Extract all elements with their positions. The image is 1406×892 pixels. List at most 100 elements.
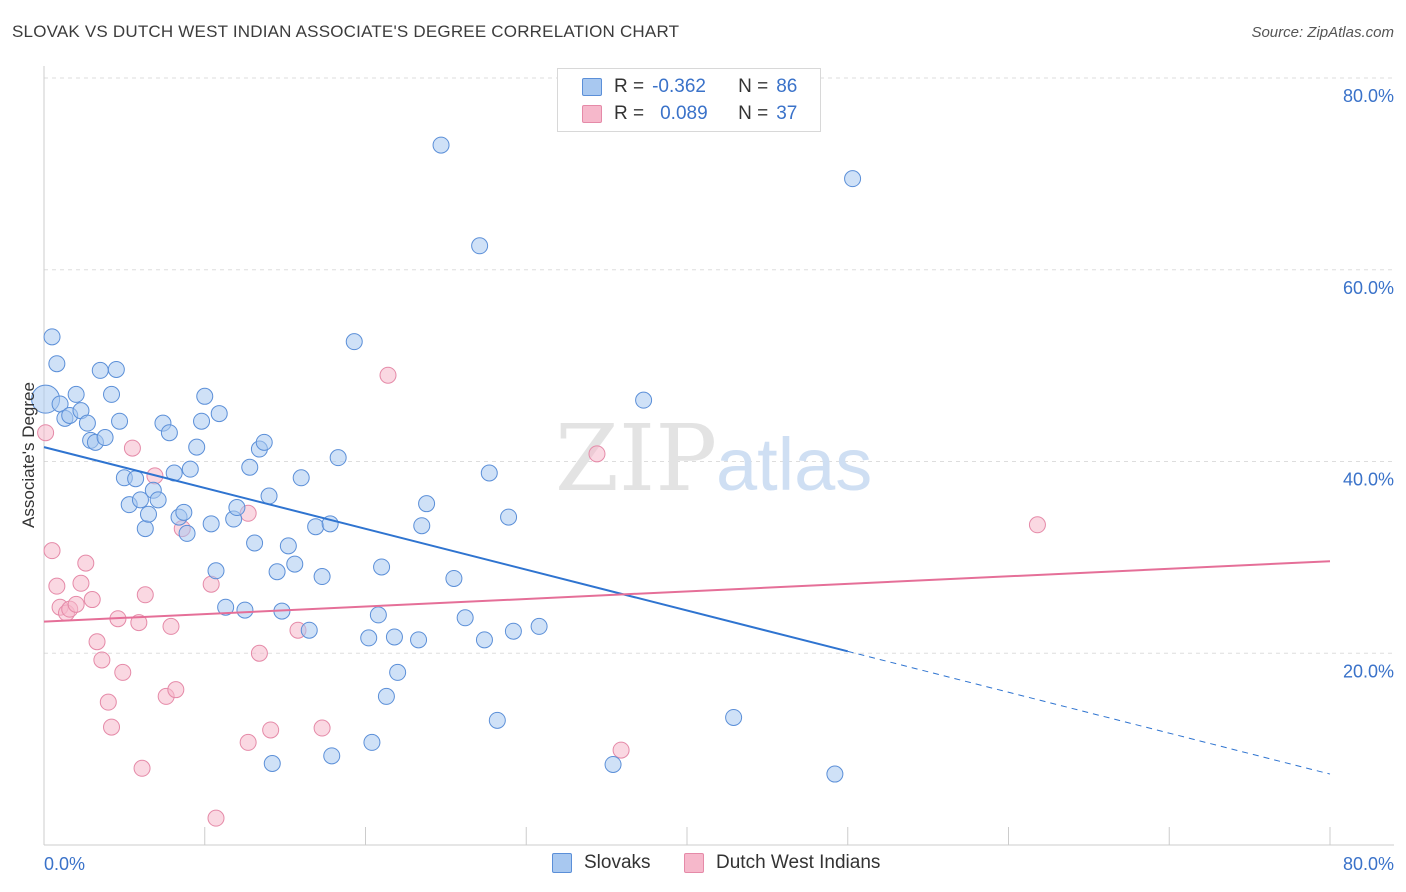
slovaks-point <box>91 361 109 379</box>
dutch-west-indians-point <box>67 595 85 613</box>
legend-r-value: -0.362 <box>652 76 706 97</box>
dutch-west-indians-point <box>43 542 61 560</box>
legend-r-label: R = <box>614 76 645 97</box>
slovaks-point <box>96 429 114 447</box>
slovaks-point <box>228 499 246 517</box>
slovaks-point <box>307 518 325 536</box>
y-axis-label: Associate's Degree <box>19 382 38 528</box>
legend-n-label: N = <box>738 103 769 124</box>
trend-lines <box>43 446 1331 775</box>
watermark-zip: ZIP <box>555 405 717 512</box>
y-tick-label: 60.0% <box>1343 278 1394 298</box>
slovaks-point <box>413 517 431 535</box>
slovaks-point <box>188 438 206 456</box>
slovaks-point <box>260 487 278 505</box>
slovaks-point <box>139 505 157 523</box>
dutch-west-indians-point <box>136 586 154 604</box>
legend-label-dutch-west-indians: Dutch West Indians <box>716 852 881 873</box>
dutch-west-indians-point <box>88 633 106 651</box>
slovaks-point <box>725 708 743 726</box>
slovaks-point <box>323 747 341 765</box>
legend-n-value: 86 <box>776 76 798 97</box>
slovaks-point <box>480 464 498 482</box>
slovaks-point <box>389 663 407 681</box>
dutch-west-indians-points <box>37 366 1046 827</box>
slovaks-point <box>103 385 121 403</box>
slovaks-point <box>175 503 193 521</box>
dutch-west-indians-point <box>262 721 280 739</box>
dutch-west-indians-point <box>133 759 151 777</box>
slovaks-point <box>149 491 167 509</box>
slovaks-point <box>78 414 96 432</box>
slovaks-point <box>43 328 61 346</box>
dutch-west-indians-point <box>130 614 148 632</box>
slovaks-point <box>196 387 214 405</box>
slovaks-point <box>127 470 145 488</box>
legend-n-value: 37 <box>776 103 798 124</box>
slovaks-legend-swatch <box>552 853 572 873</box>
slovaks-point <box>410 631 428 649</box>
dutch-west-indians-point <box>77 554 95 572</box>
dutch-west-indians-point <box>37 424 55 442</box>
slovaks-point <box>178 524 196 542</box>
chart-title: SLOVAK VS DUTCH WEST INDIAN ASSOCIATE'S … <box>12 22 680 41</box>
slovaks-point <box>300 621 318 639</box>
legend-item-dutch-west-indians[interactable]: Dutch West Indians <box>684 852 880 874</box>
slovaks-point <box>210 405 228 423</box>
dutch-west-indians-point <box>239 733 257 751</box>
y-tick-label: 40.0% <box>1343 470 1394 490</box>
dutch-west-indians-point <box>123 439 141 457</box>
dutch-west-indians-point <box>588 445 606 463</box>
slovaks-point <box>268 563 286 581</box>
dutch-west-indians-point <box>250 644 268 662</box>
slovaks-point <box>255 433 273 451</box>
slovaks-point <box>500 508 518 526</box>
dutch-west-indians-point <box>99 693 117 711</box>
slovaks-point <box>504 622 522 640</box>
tick-labels: 20.0% 40.0% 60.0% 80.0% 0.0% 80.0% <box>44 86 1394 874</box>
slovaks-point <box>385 628 403 646</box>
slovaks-point <box>279 537 297 555</box>
slovaks-point <box>181 460 199 478</box>
slovaks-point <box>217 598 235 616</box>
slovaks-point <box>286 555 304 573</box>
legend-label-slovaks: Slovaks <box>584 852 651 873</box>
slovaks-point <box>530 617 548 635</box>
slovaks-point <box>360 629 378 647</box>
dutch-west-indians-point <box>114 663 132 681</box>
dutch-west-indians-point <box>1028 516 1046 534</box>
slovaks-point <box>246 534 264 552</box>
dutch-west-indians-legend-swatch <box>684 853 704 873</box>
slovaks-point <box>373 558 391 576</box>
x-tick-label: 80.0% <box>1343 854 1394 874</box>
legend-n-label: N = <box>738 76 769 97</box>
slovaks-points <box>31 136 862 783</box>
dutch-west-indians-point <box>83 591 101 609</box>
axes <box>43 66 1394 846</box>
dutch-west-indians-point <box>48 577 66 595</box>
slovaks-point <box>418 495 436 513</box>
slovaks-point <box>313 568 331 586</box>
slovaks-point <box>107 360 125 378</box>
legend-item-slovaks[interactable]: Slovaks <box>552 852 651 874</box>
slovaks-trend-extension <box>847 650 1331 775</box>
slovaks-point <box>377 687 395 705</box>
slovaks-point <box>826 765 844 783</box>
slovaks-point <box>345 333 363 351</box>
slovaks-point <box>263 755 281 773</box>
slovaks-point <box>635 391 653 409</box>
slovaks-point <box>111 412 129 430</box>
legend-row-dutch-west-indians: R = 0.089 N = 37 <box>582 102 797 126</box>
watermark-atlas: atlas <box>716 423 872 506</box>
dutch-west-indians-point <box>103 718 121 736</box>
slovaks-point <box>241 458 259 476</box>
slovaks-point <box>471 237 489 255</box>
slovaks-point <box>604 755 622 773</box>
slovaks-point <box>329 449 347 467</box>
slovaks-point <box>445 569 463 587</box>
slovaks-point <box>488 711 506 729</box>
legend-r-label: R = <box>614 103 645 124</box>
slovaks-swatch <box>582 78 602 96</box>
dutch-west-indians-point <box>379 366 397 384</box>
